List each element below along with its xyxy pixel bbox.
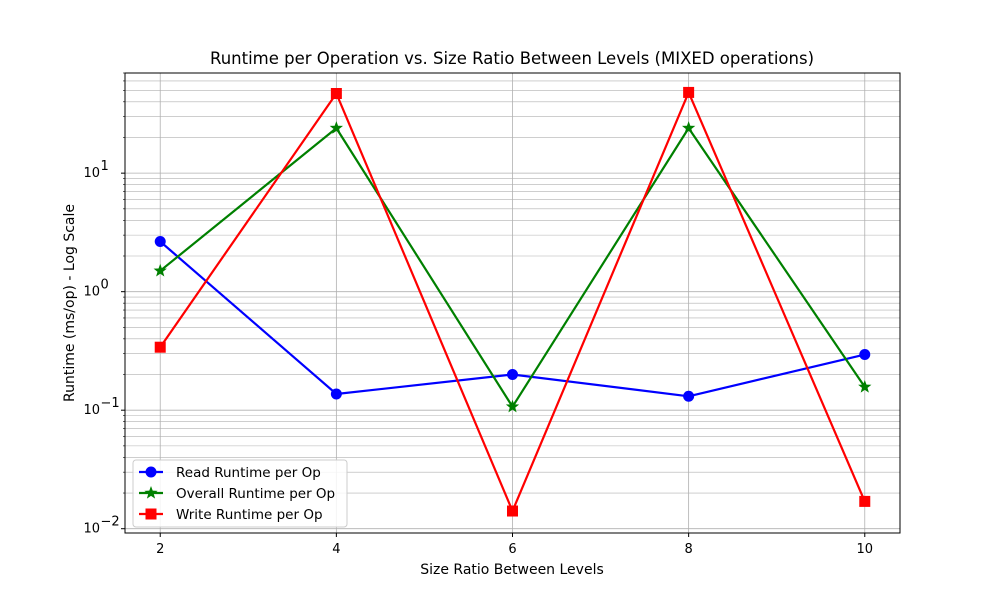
x-tick-label: 6 [508,542,516,557]
legend-entry: Read Runtime per Op [139,465,321,481]
legend-entry: Write Runtime per Op [139,507,323,523]
x-tick-label: 8 [684,542,692,557]
data-point [507,369,518,381]
x-axis-label: Size Ratio Between Levels [420,562,604,578]
y-tick-exponent: −1 [101,396,120,411]
x-tick-label: 2 [156,542,164,557]
y-tick-label: 10 [83,522,100,537]
legend-label: Overall Runtime per Op [176,486,335,502]
data-point [507,505,518,517]
data-point [154,236,166,248]
series-square [154,86,871,517]
legend: Read Runtime per Op Overall Runtime per O… [132,459,348,528]
y-tick-label: 10 [83,403,100,418]
y-tick-label: 10 [83,285,100,300]
chart-title: Runtime per Operation vs. Size Ratio Bet… [210,49,814,68]
legend-label: Read Runtime per Op [176,465,321,481]
y-axis-label: Runtime (ms/op) - Log Scale [62,204,78,402]
y-tick-label: 10 [83,166,100,181]
data-point [681,121,696,134]
data-point [858,379,872,393]
data-point [153,263,167,277]
series-star [153,121,872,413]
x-tick-label: 10 [856,542,873,557]
data-point [683,86,695,98]
data-point [329,121,344,134]
x-axis-ticks: 2 4 6 8 10 [156,533,873,557]
legend-box [132,459,348,528]
y-tick-exponent: 1 [101,159,109,174]
x-tick-label: 4 [332,542,340,557]
data-point [330,88,342,100]
legend-entry: Overall Runtime per Op [139,486,335,502]
data-point [683,390,695,402]
legend-marker [144,486,158,499]
y-tick-exponent: −2 [101,515,120,530]
data-point [154,341,166,353]
grid [125,72,900,533]
data-point [330,388,342,400]
legend-marker [145,508,157,520]
legend-label: Write Runtime per Op [176,507,323,523]
legend-marker [145,466,157,478]
series-layer [153,86,872,517]
series-circle [154,236,871,402]
y-tick-exponent: 0 [101,278,109,293]
data-point [859,495,871,507]
data-point [859,349,871,361]
data-point [505,399,520,413]
